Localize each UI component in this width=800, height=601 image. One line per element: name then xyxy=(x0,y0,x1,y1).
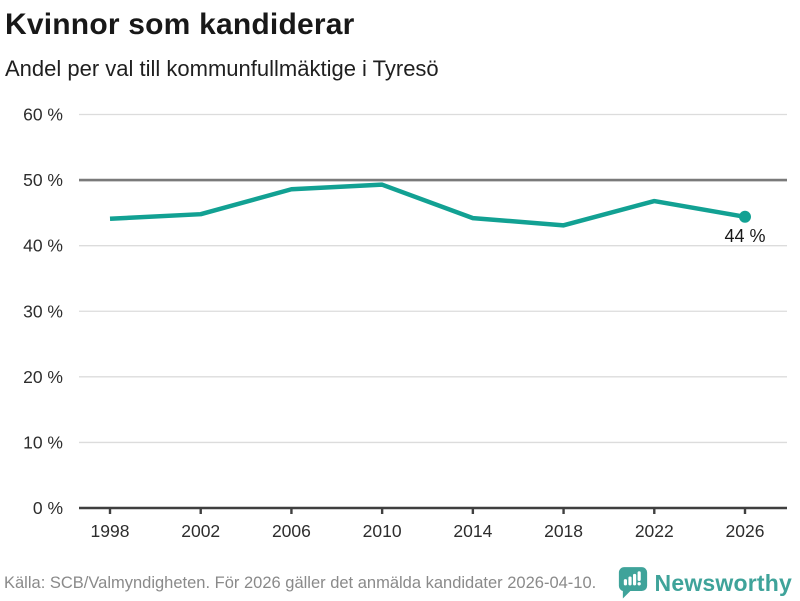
x-tick-label: 2018 xyxy=(544,521,583,541)
x-tick-label: 2006 xyxy=(272,521,311,541)
chart-header: Kvinnor som kandiderar Andel per val til… xyxy=(0,0,800,97)
series-line xyxy=(109,182,746,228)
y-tick-label: 0 % xyxy=(33,498,63,518)
x-tick-label: 2022 xyxy=(635,521,674,541)
source-text: Källa: SCB/Valmyndigheten. För 2026 gäll… xyxy=(4,573,597,592)
page-subtitle: Andel per val till kommunfullmäktige i T… xyxy=(5,55,439,81)
page-title: Kvinnor som kandiderar xyxy=(5,8,355,41)
y-tick-label: 10 % xyxy=(23,432,63,452)
newsworthy-logo[interactable]: Newsworthy xyxy=(618,566,792,601)
end-point-dot xyxy=(739,210,751,223)
footer: Källa: SCB/Valmyndigheten. För 2026 gäll… xyxy=(0,554,800,600)
y-tick-label: 40 % xyxy=(23,236,63,256)
x-tick-label: 2026 xyxy=(726,521,765,541)
y-tick-label: 50 % xyxy=(23,170,63,190)
x-tick-label: 2014 xyxy=(453,521,492,541)
newsworthy-wordmark: Newsworthy xyxy=(654,569,792,596)
y-tick-label: 30 % xyxy=(23,301,63,321)
end-point-label: 44 % xyxy=(724,226,765,246)
x-tick-label: 1998 xyxy=(91,521,130,541)
newsworthy-icon xyxy=(618,566,647,598)
x-tick-label: 2002 xyxy=(181,521,220,541)
line-chart: 0 % 10 % 20 % 30 % 40 % 50 % 60 % 1998 2002 2006 2… xyxy=(23,105,787,541)
y-tick-label: 60 % xyxy=(23,105,63,125)
x-tick-label: 2010 xyxy=(363,521,402,541)
y-tick-label: 20 % xyxy=(23,367,63,387)
